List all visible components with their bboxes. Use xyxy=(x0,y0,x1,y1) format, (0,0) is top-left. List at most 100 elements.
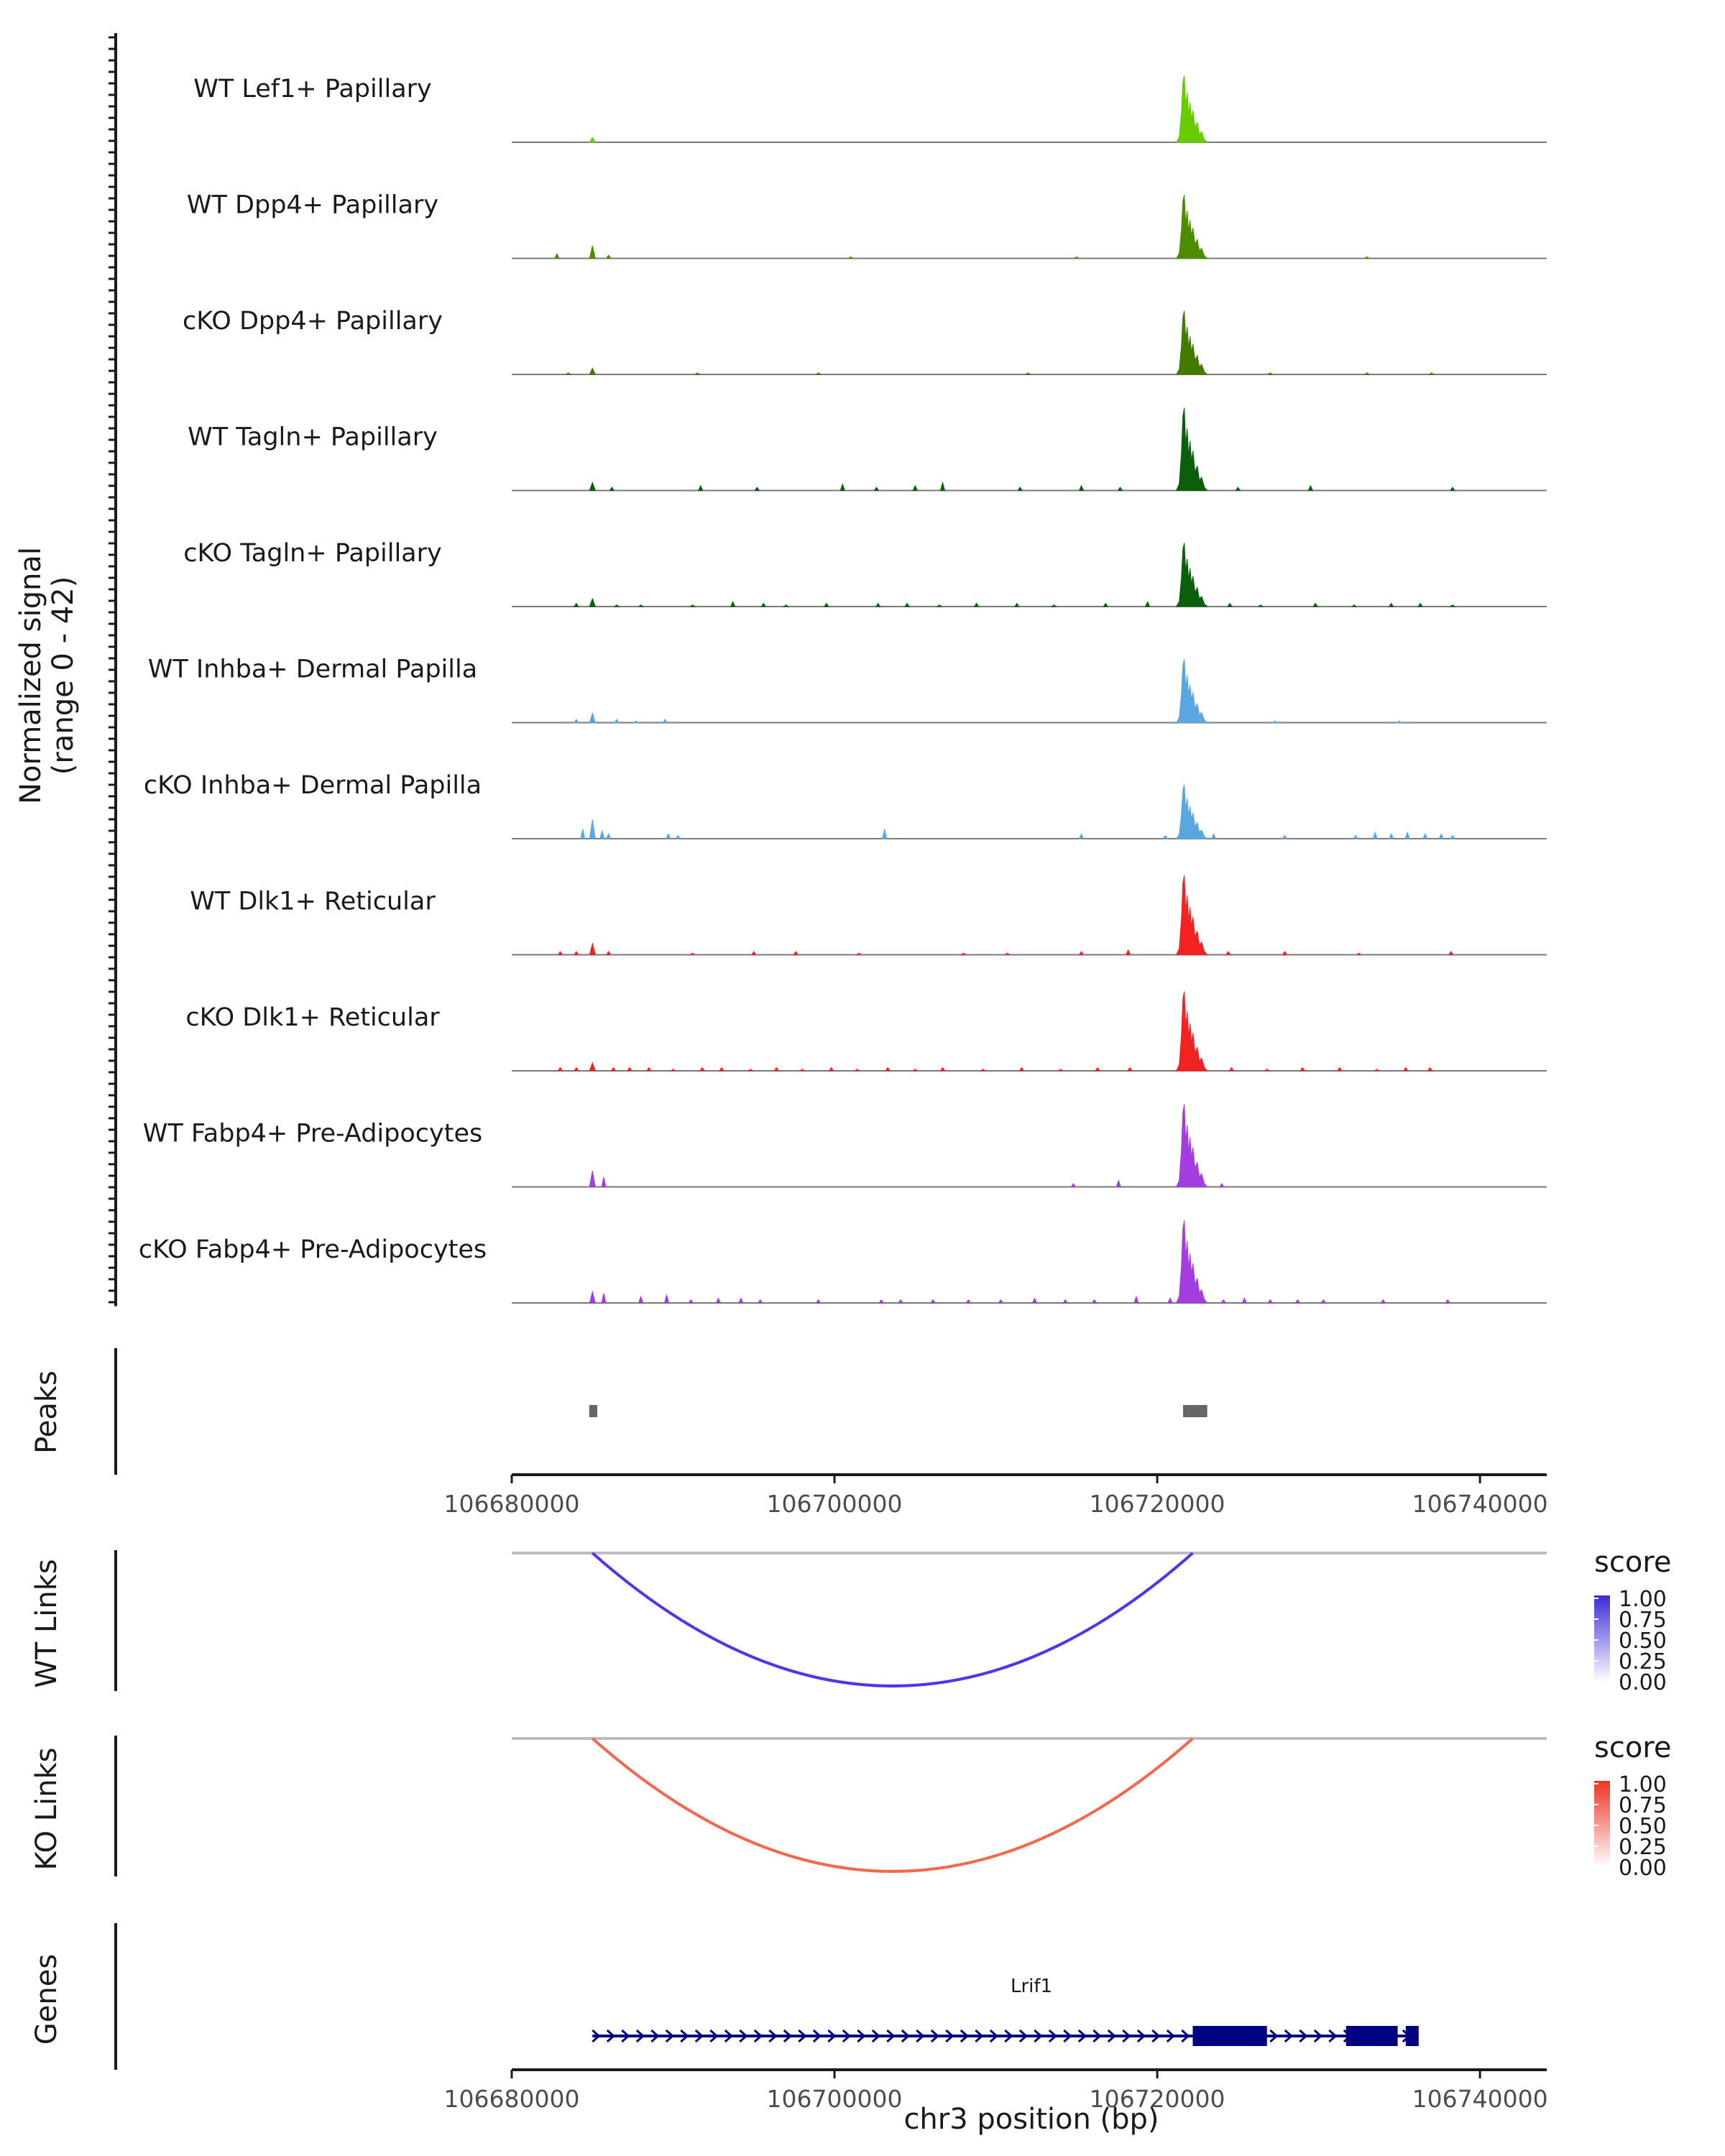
strand-arrow xyxy=(798,2029,807,2043)
strand-arrow xyxy=(739,2029,748,2043)
x-axis-tick-label: 106680000 xyxy=(444,2085,580,2113)
signal-spike xyxy=(885,1067,891,1072)
strand-arrow xyxy=(665,2029,675,2043)
signal-spike xyxy=(601,1293,607,1304)
signal-spike xyxy=(855,952,862,955)
main-peak-signal xyxy=(1175,658,1209,723)
signal-spike xyxy=(1282,834,1288,839)
signal-spike xyxy=(1228,1067,1235,1072)
strand-arrow xyxy=(1313,2029,1323,2043)
strand-arrow xyxy=(1048,2029,1058,2043)
signal-spike xyxy=(589,367,597,375)
x-axis-tick-label: 106720000 xyxy=(1090,1490,1225,1518)
x-axis-tick-label: 106700000 xyxy=(767,2085,903,2113)
track-label: WT Fabp4+ Pre-Adipocytes xyxy=(143,1120,482,1148)
strand-arrow xyxy=(901,2029,911,2043)
signal-spike xyxy=(904,602,911,607)
signal-spike xyxy=(875,602,881,607)
coverage-track: cKO Fabp4+ Pre-Adipocytes xyxy=(139,1220,1547,1304)
signal-spike xyxy=(1018,1067,1025,1072)
main-peak-signal xyxy=(1175,875,1208,955)
signal-spike xyxy=(1125,949,1131,955)
signal-spike xyxy=(1073,256,1080,259)
coverage-track: cKO Inhba+ Dermal Papilla xyxy=(144,771,1547,839)
signal-spike xyxy=(601,1177,607,1187)
signal-spike xyxy=(783,604,790,607)
legend-title: score xyxy=(1594,1731,1671,1764)
signal-spike xyxy=(1144,601,1151,607)
track-label: WT Tagln+ Papillary xyxy=(188,423,438,452)
signal-spike xyxy=(730,601,736,607)
signal-spike xyxy=(1078,484,1085,491)
coverage-y-title-line2: (range 0 - 42) xyxy=(47,576,80,775)
signal-spike xyxy=(589,1061,596,1072)
signal-spike xyxy=(589,942,596,955)
signal-spike xyxy=(1167,1297,1173,1304)
signal-spike xyxy=(666,833,671,839)
signal-spike xyxy=(878,1299,885,1304)
signal-spike xyxy=(1091,1299,1098,1304)
signal-spike xyxy=(1003,952,1011,955)
link-track-label: KO Links xyxy=(30,1748,63,1871)
link-arc xyxy=(591,1552,1194,1687)
signal-spike xyxy=(1388,602,1394,607)
strand-arrow xyxy=(650,2029,660,2043)
signal-spike xyxy=(998,1299,1004,1304)
signal-spike xyxy=(565,372,572,375)
signal-spike xyxy=(912,484,919,491)
signal-spike xyxy=(1336,1067,1343,1072)
signal-spike xyxy=(1448,951,1454,955)
signal-spike xyxy=(960,952,967,955)
signal-spike xyxy=(554,252,560,259)
x-axis-tick-label: 106680000 xyxy=(444,1490,580,1518)
signal-spike xyxy=(847,256,855,259)
signal-spike xyxy=(1126,1067,1133,1072)
track-label: WT Dpp4+ Papillary xyxy=(187,191,438,220)
signal-spike xyxy=(1438,833,1444,839)
strand-arrow xyxy=(1077,2029,1087,2043)
strand-arrow xyxy=(827,2029,837,2043)
x-axis-tick-label: 106700000 xyxy=(767,1490,903,1518)
signal-spike xyxy=(589,1290,596,1304)
signal-spike xyxy=(675,834,681,839)
signal-spike xyxy=(754,487,760,491)
signal-spike xyxy=(853,1069,860,1072)
strand-arrow xyxy=(1269,2029,1279,2043)
genes-track-label: Genes xyxy=(30,1954,63,2045)
signal-spike xyxy=(1380,1299,1386,1304)
signal-spike xyxy=(1241,1297,1248,1304)
signal-spike xyxy=(1031,1297,1038,1304)
link-track: WT Links score 1.000.750.500.250.00 xyxy=(30,1546,1671,1695)
strand-arrow xyxy=(1063,2029,1072,2043)
signal-spike xyxy=(609,487,615,491)
strand-arrow xyxy=(945,2029,954,2043)
signal-spike xyxy=(1210,833,1217,839)
strand-arrow xyxy=(1181,2029,1190,2043)
signal-spike xyxy=(1427,1067,1433,1072)
signal-spike xyxy=(738,1297,744,1304)
signal-spike xyxy=(747,1069,754,1072)
signal-spike xyxy=(1353,834,1359,839)
coverage-track: cKO Dpp4+ Papillary xyxy=(183,307,1547,375)
peak-region xyxy=(1182,1405,1208,1417)
signal-spike xyxy=(605,254,612,259)
signal-spike xyxy=(1133,1295,1139,1304)
genes-panel: Genes Lrif1 106680000 106700000 106720000 106… xyxy=(30,1923,1548,2113)
strand-arrow xyxy=(842,2029,852,2043)
signal-spike xyxy=(689,604,696,607)
signal-spike xyxy=(1396,720,1403,723)
link-track: KO Links score 1.000.750.500.250.00 xyxy=(30,1731,1671,1881)
legend-tick-label: 0.00 xyxy=(1619,1670,1667,1695)
signal-spike xyxy=(1218,1183,1225,1187)
signal-spike xyxy=(1312,602,1319,607)
main-peak-signal xyxy=(1175,407,1208,491)
signal-spike xyxy=(1103,602,1109,607)
signal-spike xyxy=(589,819,596,839)
signal-spike xyxy=(613,604,620,607)
signal-spike xyxy=(1062,1299,1069,1304)
signal-spike xyxy=(718,1067,724,1072)
signal-spike xyxy=(1445,1299,1451,1304)
signal-spike xyxy=(645,1067,652,1072)
signal-spike xyxy=(750,951,757,955)
